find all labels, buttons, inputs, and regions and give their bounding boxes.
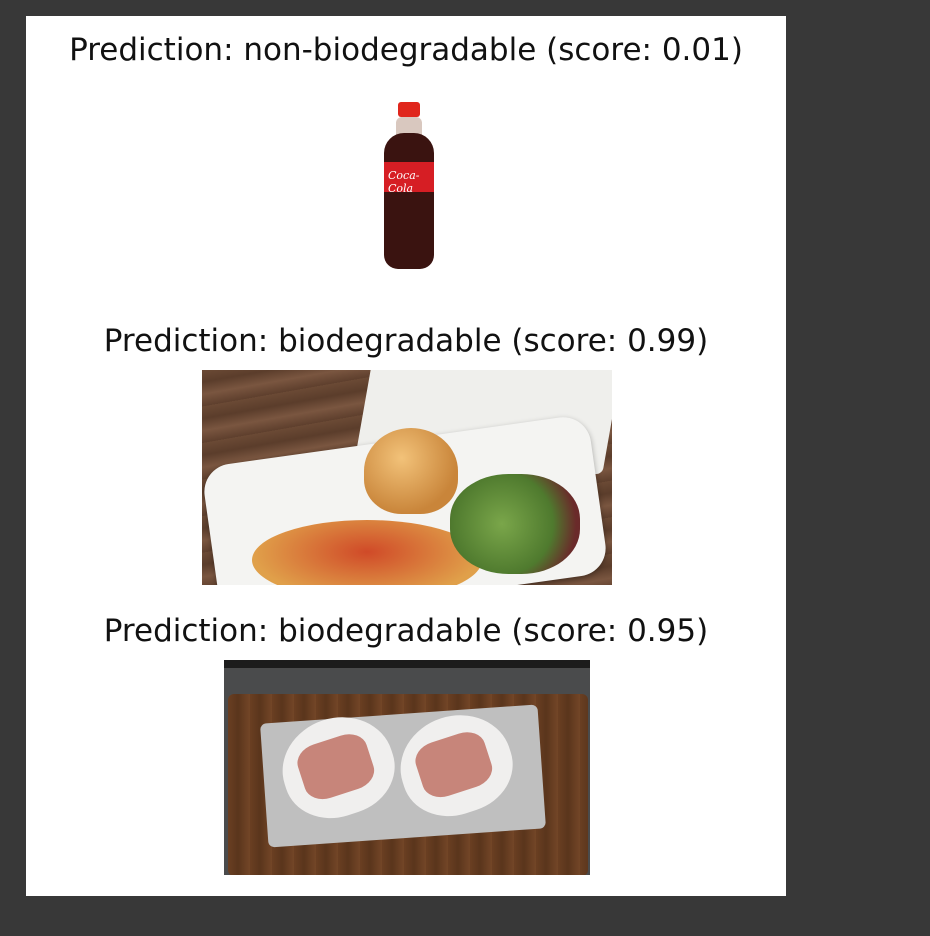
bottle-neck xyxy=(396,117,422,137)
takeaway-box-image xyxy=(202,370,612,585)
prediction-title-3: Prediction: biodegradable (score: 0.95) xyxy=(103,613,709,649)
prediction-title-1: Prediction: non-biodegradable (score: 0.… xyxy=(69,32,743,68)
dishes-image xyxy=(224,660,590,875)
bottle-image: Coca-Cola xyxy=(374,98,444,274)
food-right xyxy=(410,726,497,803)
food-left xyxy=(292,728,379,805)
prediction-title-2: Prediction: biodegradable (score: 0.99) xyxy=(103,323,709,359)
bottle-logo-text: Coca-Cola xyxy=(388,169,420,195)
bread-roll xyxy=(364,428,458,514)
bottle-cap xyxy=(398,102,420,117)
salad xyxy=(450,474,580,574)
figure-canvas: Prediction: non-biodegradable (score: 0.… xyxy=(26,16,786,896)
menu-bar-strip xyxy=(224,660,590,668)
bottle-label: Coca-Cola xyxy=(384,162,434,195)
bottle-body xyxy=(384,133,434,269)
pasta xyxy=(252,520,482,585)
